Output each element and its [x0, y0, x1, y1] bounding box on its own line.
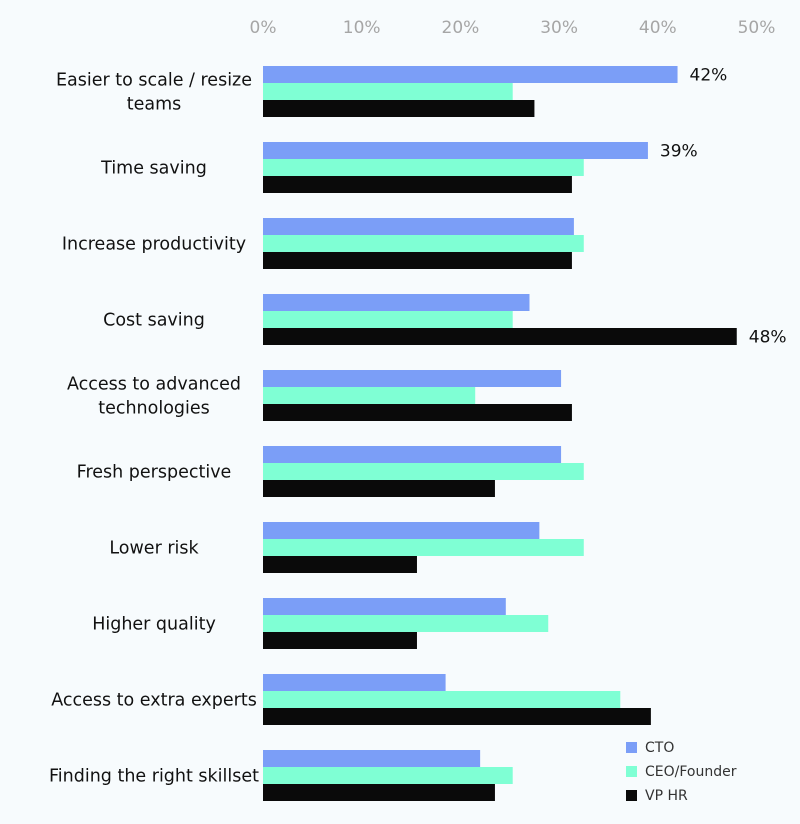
bar-vp-hr [263, 784, 495, 801]
legend-swatch [626, 790, 637, 801]
x-tick-label: 40% [639, 18, 677, 38]
bar-vp-hr [263, 480, 495, 497]
legend-swatch [626, 766, 637, 777]
category-label: Finding the right skillset [49, 767, 259, 787]
legend-label: CEO/Founder [645, 764, 737, 780]
bar-ceo-founder [263, 539, 584, 556]
x-tick-label: 30% [540, 18, 578, 38]
bar-cto [263, 294, 530, 311]
bar-cto [263, 674, 446, 691]
x-tick-label: 20% [442, 18, 480, 38]
category-label: Fresh perspective [77, 463, 232, 483]
bar-cto [263, 598, 506, 615]
bar-ceo-founder [263, 463, 584, 480]
bar-ceo-founder [263, 615, 549, 632]
bar-cto [263, 446, 562, 463]
category-label: Lower risk [109, 539, 199, 559]
legend: CTO CEO/Founder VP HR [626, 740, 737, 804]
bar-vp-hr [263, 632, 417, 649]
category-label: Access to extra experts [51, 691, 257, 711]
x-tick-label: 0% [250, 18, 277, 38]
data-label: 48% [749, 328, 787, 348]
category-label: Increase productivity [62, 235, 246, 255]
bar-cto [263, 142, 648, 159]
bar-cto [263, 66, 678, 83]
bar-ceo-founder [263, 691, 621, 708]
bar-vp-hr [263, 100, 535, 117]
bar-cto [263, 522, 540, 539]
bar-ceo-founder [263, 83, 513, 100]
data-labels: 42% 39% 48% [660, 66, 787, 348]
bars [263, 66, 737, 801]
category-labels: Easier to scale / resize teams Time saving… [49, 71, 259, 787]
bar-vp-hr [263, 708, 651, 725]
x-axis-ticks: 0% 10% 20% 30% 40% 50% [250, 18, 776, 38]
legend-label: CTO [645, 740, 674, 756]
legend-label: VP HR [645, 788, 688, 804]
bar-vp-hr [263, 556, 417, 573]
x-tick-label: 10% [343, 18, 381, 38]
bar-cto [263, 750, 481, 767]
category-label: Access to advanced [67, 375, 241, 395]
bar-vp-hr [263, 404, 572, 421]
category-label: Time saving [100, 159, 207, 179]
bar-ceo-founder [263, 767, 513, 784]
category-label: Cost saving [103, 311, 205, 331]
legend-swatch [626, 742, 637, 753]
category-label: Higher quality [92, 615, 216, 635]
data-label: 39% [660, 142, 698, 162]
bar-cto [263, 370, 562, 387]
bar-ceo-founder [263, 311, 513, 328]
bar-vp-hr [263, 328, 737, 345]
category-label: teams [127, 95, 182, 115]
category-label: Easier to scale / resize [56, 71, 252, 91]
x-tick-label: 50% [738, 18, 776, 38]
bar-ceo-founder [263, 235, 584, 252]
data-label: 42% [690, 66, 728, 86]
category-label: technologies [98, 399, 210, 419]
bar-ceo-founder [263, 387, 476, 404]
bar-vp-hr [263, 252, 572, 269]
bar-cto [263, 218, 574, 235]
bar-vp-hr [263, 176, 572, 193]
bar-ceo-founder [263, 159, 584, 176]
